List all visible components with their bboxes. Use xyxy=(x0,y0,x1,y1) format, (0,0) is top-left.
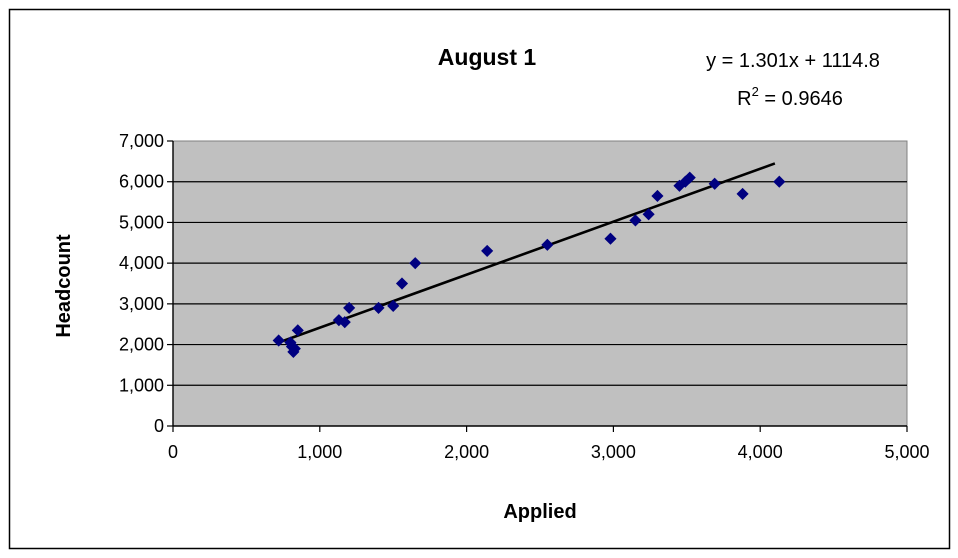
tick-labels: 0 1,000 2,000 3,000 4,000 5,000 6,000 7,000 0 1,0… xyxy=(119,131,930,462)
data-point xyxy=(651,189,664,203)
axes xyxy=(167,140,908,432)
trendline-layer xyxy=(278,162,776,344)
r-squared-value: = 0.9646 xyxy=(759,88,843,110)
x-tick-label: 4,000 xyxy=(738,442,783,462)
chart-title: August 1 xyxy=(438,44,537,70)
y-tick-label: 6,000 xyxy=(119,172,164,192)
data-point xyxy=(395,277,409,290)
y-tick-label: 3,000 xyxy=(119,294,164,314)
r-squared-prefix: R xyxy=(737,88,751,110)
y-tick-label: 1,000 xyxy=(119,375,164,395)
x-tick-label: 1,000 xyxy=(297,442,342,462)
data-point xyxy=(642,208,655,221)
x-axis-label: Applied xyxy=(503,501,576,523)
y-tick-label: 0 xyxy=(154,416,164,436)
data-point xyxy=(708,177,721,190)
data-point xyxy=(288,342,301,355)
trendline xyxy=(278,162,776,344)
x-tick-label: 2,000 xyxy=(444,442,489,462)
data-point xyxy=(629,214,642,227)
data-point xyxy=(372,301,385,314)
data-point xyxy=(387,299,400,312)
y-tick-label: 2,000 xyxy=(119,335,164,355)
y-tick-label: 5,000 xyxy=(119,212,164,232)
data-point xyxy=(481,244,494,257)
x-tick-label: 3,000 xyxy=(591,442,636,462)
x-tick-label: 5,000 xyxy=(884,442,929,462)
r-squared-label: R2 = 0.9646 xyxy=(737,84,843,110)
x-tick-label: 0 xyxy=(168,442,178,462)
r-squared-superscript: 2 xyxy=(752,84,759,99)
data-points xyxy=(272,171,786,358)
plot-area xyxy=(172,140,908,427)
data-point xyxy=(736,187,749,200)
data-point xyxy=(272,334,285,347)
data-point xyxy=(343,301,356,314)
trendline-equation: y = 1.301x + 1114.8 xyxy=(706,50,880,72)
data-point xyxy=(541,238,554,251)
data-point xyxy=(773,175,786,188)
data-point xyxy=(683,171,696,184)
data-point xyxy=(604,232,617,245)
data-point xyxy=(291,324,304,337)
y-tick-label: 7,000 xyxy=(119,131,164,151)
data-point xyxy=(338,316,351,329)
y-tick-label: 4,000 xyxy=(119,253,164,273)
y-axis-label: Headcount xyxy=(53,234,75,338)
data-point xyxy=(409,257,422,270)
